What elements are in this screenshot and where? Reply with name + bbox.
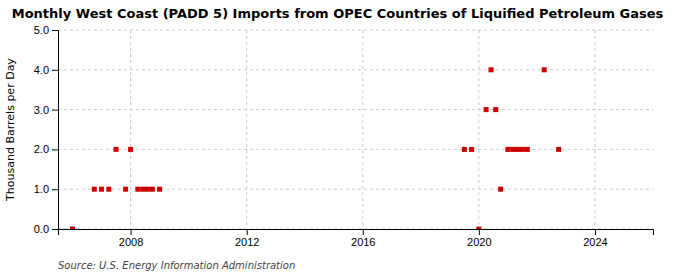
point <box>106 187 111 192</box>
y-axis-tick-mark <box>52 189 58 190</box>
y-axis-tick-mark <box>52 30 58 31</box>
point <box>556 147 561 152</box>
x-axis-tick: 2020 <box>467 229 491 248</box>
x-axis-tick-label: 2024 <box>583 236 607 248</box>
grid-line-y <box>58 149 653 150</box>
y-axis-tick-label: 2.0 <box>34 143 49 155</box>
point <box>515 147 520 152</box>
point <box>140 187 145 192</box>
x-axis-domain <box>59 230 654 236</box>
point <box>92 187 97 192</box>
y-axis: 0.0 1.0 2.0 3.0 4.0 5.0 <box>34 24 59 235</box>
x-axis-tick-mark <box>131 229 132 235</box>
point <box>520 147 525 152</box>
y-axis-tick: 3.0 <box>34 104 58 116</box>
x-axis-tick-mark <box>479 229 480 235</box>
grid-line-y <box>58 109 653 110</box>
point <box>489 67 494 72</box>
y-axis-title: Thousand Barrels per Day <box>4 58 17 202</box>
y-axis-domain <box>52 31 59 230</box>
grid-line-x <box>362 30 363 229</box>
point <box>493 107 498 112</box>
y-axis-tick: 0.0 <box>34 223 58 235</box>
point <box>525 147 530 152</box>
x-axis-tick: 2016 <box>351 229 375 248</box>
y-axis-tick: 1.0 <box>34 183 58 195</box>
y-axis-tick: 4.0 <box>34 64 58 76</box>
y-axis-tick-mark <box>52 110 58 111</box>
point <box>484 107 489 112</box>
x-axis: 2008 2012 2016 2020 2024 <box>59 229 654 248</box>
x-axis-tick-mark <box>363 229 364 235</box>
point <box>157 187 162 192</box>
y-axis-tick-label: 0.0 <box>34 223 49 235</box>
x-axis-tick-label: 2016 <box>351 236 375 248</box>
grid-line-y <box>58 69 653 70</box>
x-axis-tick-mark <box>595 229 596 235</box>
x-axis-tick-mark <box>247 229 248 235</box>
grid-line-x <box>246 30 247 229</box>
x-axis-tick: 2012 <box>235 229 259 248</box>
x-axis-tick-label: 2020 <box>467 236 491 248</box>
point <box>99 187 104 192</box>
point <box>135 187 140 192</box>
point <box>123 187 128 192</box>
source-note: Source: U.S. Energy Information Administ… <box>58 260 295 271</box>
point <box>542 67 547 72</box>
point <box>462 147 467 152</box>
point <box>510 147 515 152</box>
y-axis-tick-mark <box>52 149 58 150</box>
y-axis-tick-mark <box>52 229 58 230</box>
chart: 2008 2012 2016 2020 2024 0.0 1.0 2.0 3.0 4.0 5.0 Mo… <box>0 0 675 275</box>
plot-area: 2008 2012 2016 2020 2024 0.0 1.0 2.0 3.0 4.0 5.0 <box>34 24 654 248</box>
x-axis-tick-label: 2012 <box>235 236 259 248</box>
point <box>114 147 119 152</box>
y-axis-tick: 2.0 <box>34 143 58 155</box>
point <box>128 147 133 152</box>
grid-line-x <box>478 30 479 229</box>
x-axis-tick-label: 2008 <box>119 236 143 248</box>
point <box>469 147 474 152</box>
point <box>498 187 503 192</box>
y-axis-tick-label: 4.0 <box>34 64 49 76</box>
grid-line-x <box>594 30 595 229</box>
y-axis-tick-mark <box>52 70 58 71</box>
grid-line-y <box>58 30 653 31</box>
x-axis-tick: 2024 <box>583 229 607 248</box>
points <box>70 67 561 229</box>
point <box>150 187 155 192</box>
point <box>70 227 75 230</box>
x-axis-tick: 2008 <box>119 229 143 248</box>
point <box>145 187 150 192</box>
y-axis-tick: 5.0 <box>34 24 58 36</box>
grid <box>58 30 653 229</box>
y-axis-tick-label: 3.0 <box>34 104 49 116</box>
point <box>476 227 481 230</box>
grid-line-x <box>130 30 131 229</box>
y-axis-tick-label: 5.0 <box>34 24 49 36</box>
y-axis-tick-label: 1.0 <box>34 183 49 195</box>
title: Monthly West Coast (PADD 5) Imports from… <box>12 6 664 21</box>
point <box>505 147 510 152</box>
